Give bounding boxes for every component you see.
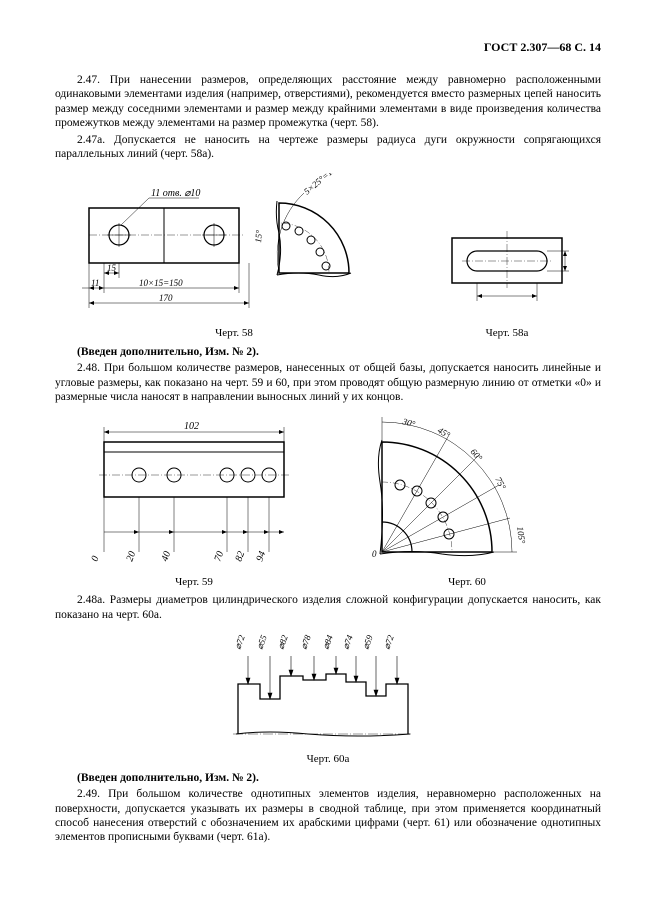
tick-20: 20 [124, 549, 138, 562]
document-page: ГОСТ 2.307—68 С. 14 2.47. При нанесении … [0, 0, 646, 913]
note-1: (Введен дополнительно, Изм. № 2). [55, 345, 601, 359]
tick-0: 0 [89, 554, 101, 562]
tick-40: 40 [159, 549, 173, 562]
label-holes: 11 отв. ⌀10 [151, 188, 200, 199]
drawing-60: 0 30° 45° 60° 75° 105° [362, 417, 572, 572]
caption-59: Черт. 59 [84, 576, 304, 590]
tick-70: 70 [212, 549, 226, 562]
dim-11: 11 [91, 278, 99, 288]
caption-60a: Черт. 60а [218, 753, 438, 767]
dim-10x15: 10×15=150 [139, 278, 183, 288]
dim-5x25: 5×25°=125° [302, 173, 344, 197]
figure-58: 11 отв. ⌀10 15 11 10×15=150 [79, 173, 389, 341]
figure-59: 102 0 20 [84, 417, 304, 590]
para-2-49: 2.49. При большом количестве однотипных … [55, 787, 601, 845]
note-2: (Введен дополнительно, Изм. № 2). [55, 771, 601, 785]
d-7: ⌀72 [381, 634, 395, 651]
drawing-58a [437, 213, 577, 323]
page-header: ГОСТ 2.307—68 С. 14 [55, 40, 601, 55]
dim-15: 15 [107, 263, 117, 273]
figure-58a: Черт. 58а [437, 213, 577, 341]
para-2-47: 2.47. При нанесении размеров, определяющ… [55, 73, 601, 131]
drawing-58: 11 отв. ⌀10 15 11 10×15=150 [79, 173, 389, 323]
caption-60: Черт. 60 [362, 576, 572, 590]
d-5: ⌀74 [340, 634, 354, 651]
ang-0: 0 [372, 549, 377, 559]
para-2-47a: 2.47а. Допускается не наносить на чертеж… [55, 133, 601, 162]
d-0: ⌀72 [232, 634, 246, 651]
caption-58: Черт. 58 [79, 327, 389, 341]
drawing-60a: ⌀72 ⌀55 ⌀82 ⌀78 ⌀84 ⌀74 ⌀59 ⌀72 [218, 634, 438, 749]
tick-82: 82 [233, 549, 247, 562]
tick-94: 94 [254, 549, 268, 562]
para-2-48a: 2.48а. Размеры диаметров цилиндрического… [55, 593, 601, 622]
d-1: ⌀55 [254, 634, 268, 651]
dim-15deg: 15° [253, 230, 264, 244]
drawing-59: 102 0 20 [84, 417, 304, 572]
ang-30: 30° [401, 417, 417, 429]
d-2: ⌀82 [275, 634, 289, 651]
d-6: ⌀59 [360, 634, 374, 651]
d-3: ⌀78 [298, 634, 312, 651]
figure-60: 0 30° 45° 60° 75° 105° Черт. 60 [362, 417, 572, 590]
dim-170: 170 [159, 293, 173, 303]
ang-105: 105° [515, 525, 527, 544]
d-4: ⌀84 [320, 634, 334, 651]
figure-row-60a: ⌀72 ⌀55 ⌀82 ⌀78 ⌀84 ⌀74 ⌀59 ⌀72 Черт. 60… [55, 634, 601, 767]
figure-60a: ⌀72 ⌀55 ⌀82 ⌀78 ⌀84 ⌀74 ⌀59 ⌀72 Черт. 60… [218, 634, 438, 767]
ang-45: 45° [436, 425, 452, 440]
dim-102: 102 [184, 421, 199, 432]
caption-58a: Черт. 58а [437, 327, 577, 341]
figure-row-58: 11 отв. ⌀10 15 11 10×15=150 [55, 173, 601, 341]
para-2-48: 2.48. При большом количестве размеров, н… [55, 361, 601, 404]
ang-60: 60° [469, 446, 485, 462]
figure-row-59-60: 102 0 20 [55, 417, 601, 590]
